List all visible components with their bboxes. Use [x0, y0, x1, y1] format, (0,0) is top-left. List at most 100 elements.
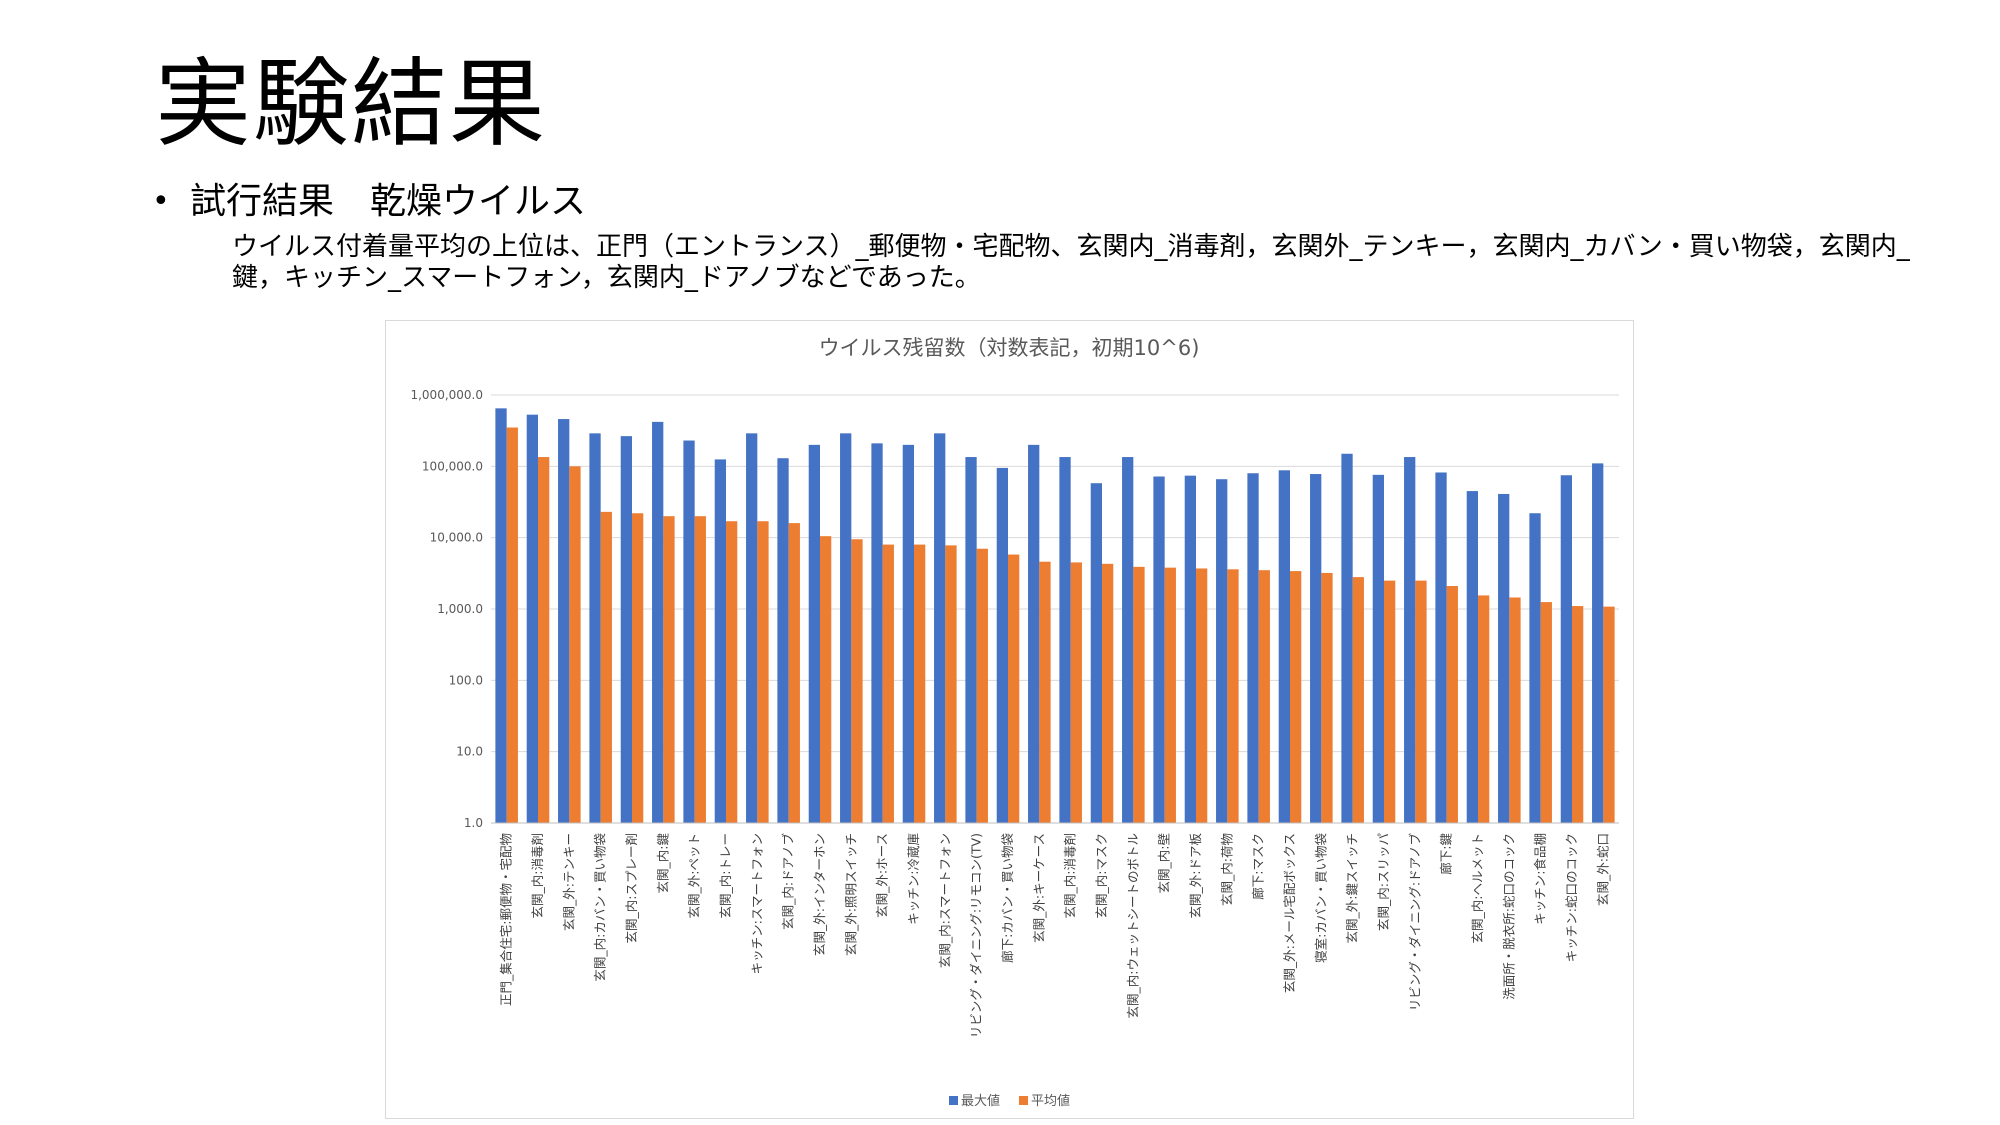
bar-max — [1153, 476, 1165, 823]
bar-max — [1435, 472, 1447, 823]
y-tick-label: 1,000.0 — [437, 602, 483, 616]
bar-max — [1059, 457, 1071, 823]
category-label: 玄関_外:鍵スイッチ — [1345, 833, 1360, 943]
category-label: 玄関_内:荷物 — [1219, 833, 1234, 906]
bar-max — [1184, 475, 1196, 823]
bullet-marker: • — [152, 183, 170, 219]
bar-avg — [1446, 586, 1458, 823]
category-label: キッチン:冷蔵庫 — [906, 833, 921, 925]
bar-avg — [506, 427, 518, 823]
bar-avg — [1290, 571, 1302, 823]
bar-max — [714, 459, 726, 823]
chart-title: ウイルス残留数（対数表記，初期10^6) — [819, 336, 1200, 360]
category-label: 廊下:鍵 — [1439, 833, 1454, 875]
bar-avg — [1070, 562, 1082, 823]
y-tick-label: 1,000,000.0 — [410, 388, 483, 402]
bar-max — [1404, 457, 1416, 823]
category-label: キッチン:スマートフォン — [749, 833, 764, 974]
legend-label: 平均値 — [1031, 1093, 1070, 1109]
category-label: 玄関_内:ドアノブ — [781, 833, 796, 930]
bar-max — [1560, 475, 1572, 823]
bar-max — [1592, 463, 1604, 823]
chart-svg: ウイルス残留数（対数表記，初期10^6) 1,000,000.0 100,000.… — [410, 336, 1619, 1109]
bar-avg — [757, 521, 769, 823]
body-paragraph: ウイルス付着量平均の上位は、正門（エントランス）_郵便物・宅配物、玄関内_消毒剤… — [232, 232, 1910, 293]
chart-container: ウイルス残留数（対数表記，初期10^6) 1,000,000.0 100,000.… — [385, 320, 1634, 1119]
category-label: 玄関_内:鍵 — [655, 833, 670, 894]
bar-avg — [820, 536, 832, 823]
bar-avg — [1509, 597, 1521, 823]
x-axis-categories: 正門_集合住宅:郵便物・宅配物 玄関_内:消毒剤 玄関_外:テンキー 玄関_内:カバン… — [499, 833, 1611, 1039]
bar-max — [1278, 470, 1290, 823]
bar-avg — [976, 548, 988, 823]
bar-avg — [1478, 595, 1490, 823]
category-label: 玄関_内:カバン・買い物袋 — [593, 833, 608, 982]
bar-max — [1341, 453, 1353, 823]
category-label: 玄関_内:ウェットシートのボトル — [1125, 833, 1140, 1018]
bar-max — [840, 433, 852, 823]
category-label: 洗面所・脱衣所:蛇口のコック — [1501, 833, 1516, 1000]
bar-avg — [1258, 570, 1270, 823]
category-label: 玄関_内:消毒剤 — [530, 833, 545, 918]
category-label: 玄関_内:スマートフォン — [937, 833, 952, 968]
bar-max — [1372, 474, 1384, 823]
bar-max — [746, 433, 758, 823]
bar-avg — [663, 516, 675, 823]
bar-avg — [1384, 580, 1396, 823]
bar-max — [934, 433, 946, 823]
bar-avg — [1164, 567, 1176, 823]
bar-max — [965, 457, 977, 823]
category-label: 正門_集合住宅:郵便物・宅配物 — [499, 833, 514, 1006]
bar-max — [1529, 513, 1541, 823]
category-label: キッチン:食品棚 — [1533, 833, 1548, 925]
bar-max — [996, 467, 1008, 823]
bar-avg — [851, 539, 863, 823]
bar-max — [1028, 444, 1040, 823]
bar-avg — [914, 544, 926, 823]
y-tick-label: 1.0 — [464, 816, 483, 830]
bar-max — [589, 433, 601, 823]
bar-avg — [1321, 572, 1333, 823]
category-label: 玄関_外:テンキー — [561, 833, 576, 931]
category-label: 玄関_外:ドア板 — [1188, 833, 1203, 919]
category-label: 玄関_内:スリッパ — [1376, 833, 1391, 931]
bar-max — [558, 419, 570, 823]
category-label: 玄関_外:照明スイッチ — [843, 833, 858, 956]
y-tick-label: 10.0 — [456, 745, 483, 759]
category-label: 玄関_外:インターホン — [812, 833, 827, 956]
bar-avg — [569, 466, 581, 823]
category-label: 玄関_外:蛇口 — [1595, 833, 1610, 906]
bar-avg — [1008, 554, 1020, 823]
legend-swatch — [949, 1096, 958, 1105]
bar-avg — [1196, 568, 1208, 823]
bullet-item: • 試行結果 乾燥ウイルス — [152, 180, 586, 223]
bar-max — [871, 443, 883, 823]
category-label: 玄関_内:スプレー剤 — [624, 833, 639, 943]
bar-avg — [1102, 563, 1114, 823]
bar-avg — [882, 544, 894, 823]
bar-max — [1122, 457, 1134, 823]
y-axis-ticks: 1,000,000.0 100,000.0 10,000.0 1,000.0 100.0… — [410, 388, 483, 830]
bullet-text: 試行結果 乾燥ウイルス — [190, 181, 587, 222]
bar-max — [620, 436, 632, 823]
bar-avg — [945, 545, 957, 823]
bar-avg — [600, 511, 612, 823]
bar-max — [652, 421, 664, 823]
bars — [495, 408, 1615, 823]
y-tick-label: 100.0 — [449, 673, 483, 687]
y-tick-label: 100,000.0 — [422, 459, 483, 473]
y-tick-label: 10,000.0 — [430, 531, 483, 545]
bar-avg — [788, 523, 800, 823]
bar-avg — [1540, 602, 1552, 823]
category-label: 玄関_内:消毒剤 — [1063, 833, 1078, 918]
bar-max — [777, 458, 789, 823]
legend-swatch — [1019, 1096, 1028, 1105]
bar-avg — [1227, 569, 1239, 823]
category-label: 玄関_内:ヘルメット — [1470, 833, 1485, 943]
bar-avg — [1603, 606, 1615, 823]
bar-max — [1498, 493, 1510, 823]
category-label: 玄関_外:ペット — [687, 833, 702, 918]
bar-avg — [1415, 580, 1427, 823]
legend-label: 最大値 — [961, 1093, 1000, 1109]
bar-avg — [632, 513, 644, 823]
